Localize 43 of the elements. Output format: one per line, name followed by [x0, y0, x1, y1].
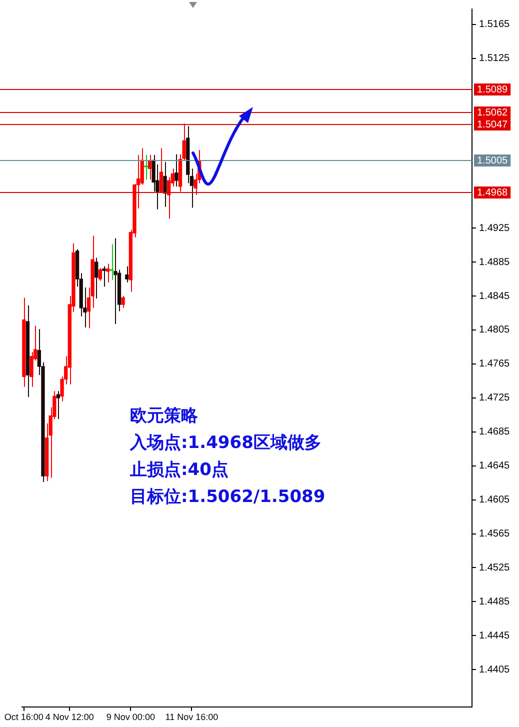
- y-tick-label: 1.4845: [479, 290, 510, 302]
- candlestick: [148, 154, 152, 180]
- annotation: 目标位:1.5062/1.5089: [130, 487, 326, 507]
- ref-line-label: 1.4968: [477, 187, 508, 198]
- y-tick-label: 1.4725: [479, 392, 510, 404]
- y-tick-label: 1.5125: [479, 53, 510, 64]
- candlestick: [114, 238, 118, 325]
- candlestick: [174, 154, 178, 187]
- y-tick-label: 1.4565: [479, 528, 510, 540]
- annotation: 欧元策略: [130, 406, 199, 426]
- y-tick-label: 1.4445: [479, 630, 510, 642]
- candlestick: [56, 390, 60, 420]
- candlestick: [166, 176, 171, 220]
- x-tick-label: Oct 16:00: [4, 712, 44, 722]
- y-tick-label: 1.4485: [479, 596, 510, 608]
- candlestick: [110, 244, 114, 280]
- y-tick-label: 1.4685: [479, 426, 510, 438]
- x-tick-label: 9 Nov 00:00: [106, 712, 155, 722]
- y-tick-label: 1.4605: [479, 494, 510, 506]
- y-tick-label: 1.4525: [479, 562, 510, 574]
- y-tick-label: 1.4645: [479, 460, 510, 472]
- y-tick-label: 1.4885: [479, 256, 510, 268]
- x-tick-label: 4 Nov 12:00: [45, 712, 94, 722]
- candlestick: [94, 257, 98, 300]
- candlestick: [144, 154, 148, 180]
- ref-line-label: 1.5089: [477, 84, 508, 96]
- ref-line-label: 1.5005: [477, 155, 508, 166]
- candlestick: [98, 267, 102, 282]
- candlestick: [121, 296, 125, 308]
- candlestick: [102, 266, 106, 288]
- y-tick-label: 1.4405: [479, 664, 510, 676]
- candlestick: [163, 161, 167, 208]
- x-tick-label: 11 Nov 16:00: [165, 712, 218, 722]
- candlestick: [159, 148, 164, 193]
- y-tick-label: 1.4765: [479, 358, 510, 370]
- y-tick-label: 1.4805: [479, 324, 510, 336]
- y-tick-label: 1.4925: [479, 222, 510, 234]
- y-tick-label: 1.5165: [479, 19, 510, 30]
- ref-line-label: 1.5047: [477, 119, 508, 130]
- ref-line-label: 1.5062: [477, 107, 508, 118]
- candlestick: [125, 266, 129, 283]
- annotation: 止损点:40点: [129, 460, 228, 480]
- annotation: 入场点:1.4968区域做多: [129, 433, 322, 453]
